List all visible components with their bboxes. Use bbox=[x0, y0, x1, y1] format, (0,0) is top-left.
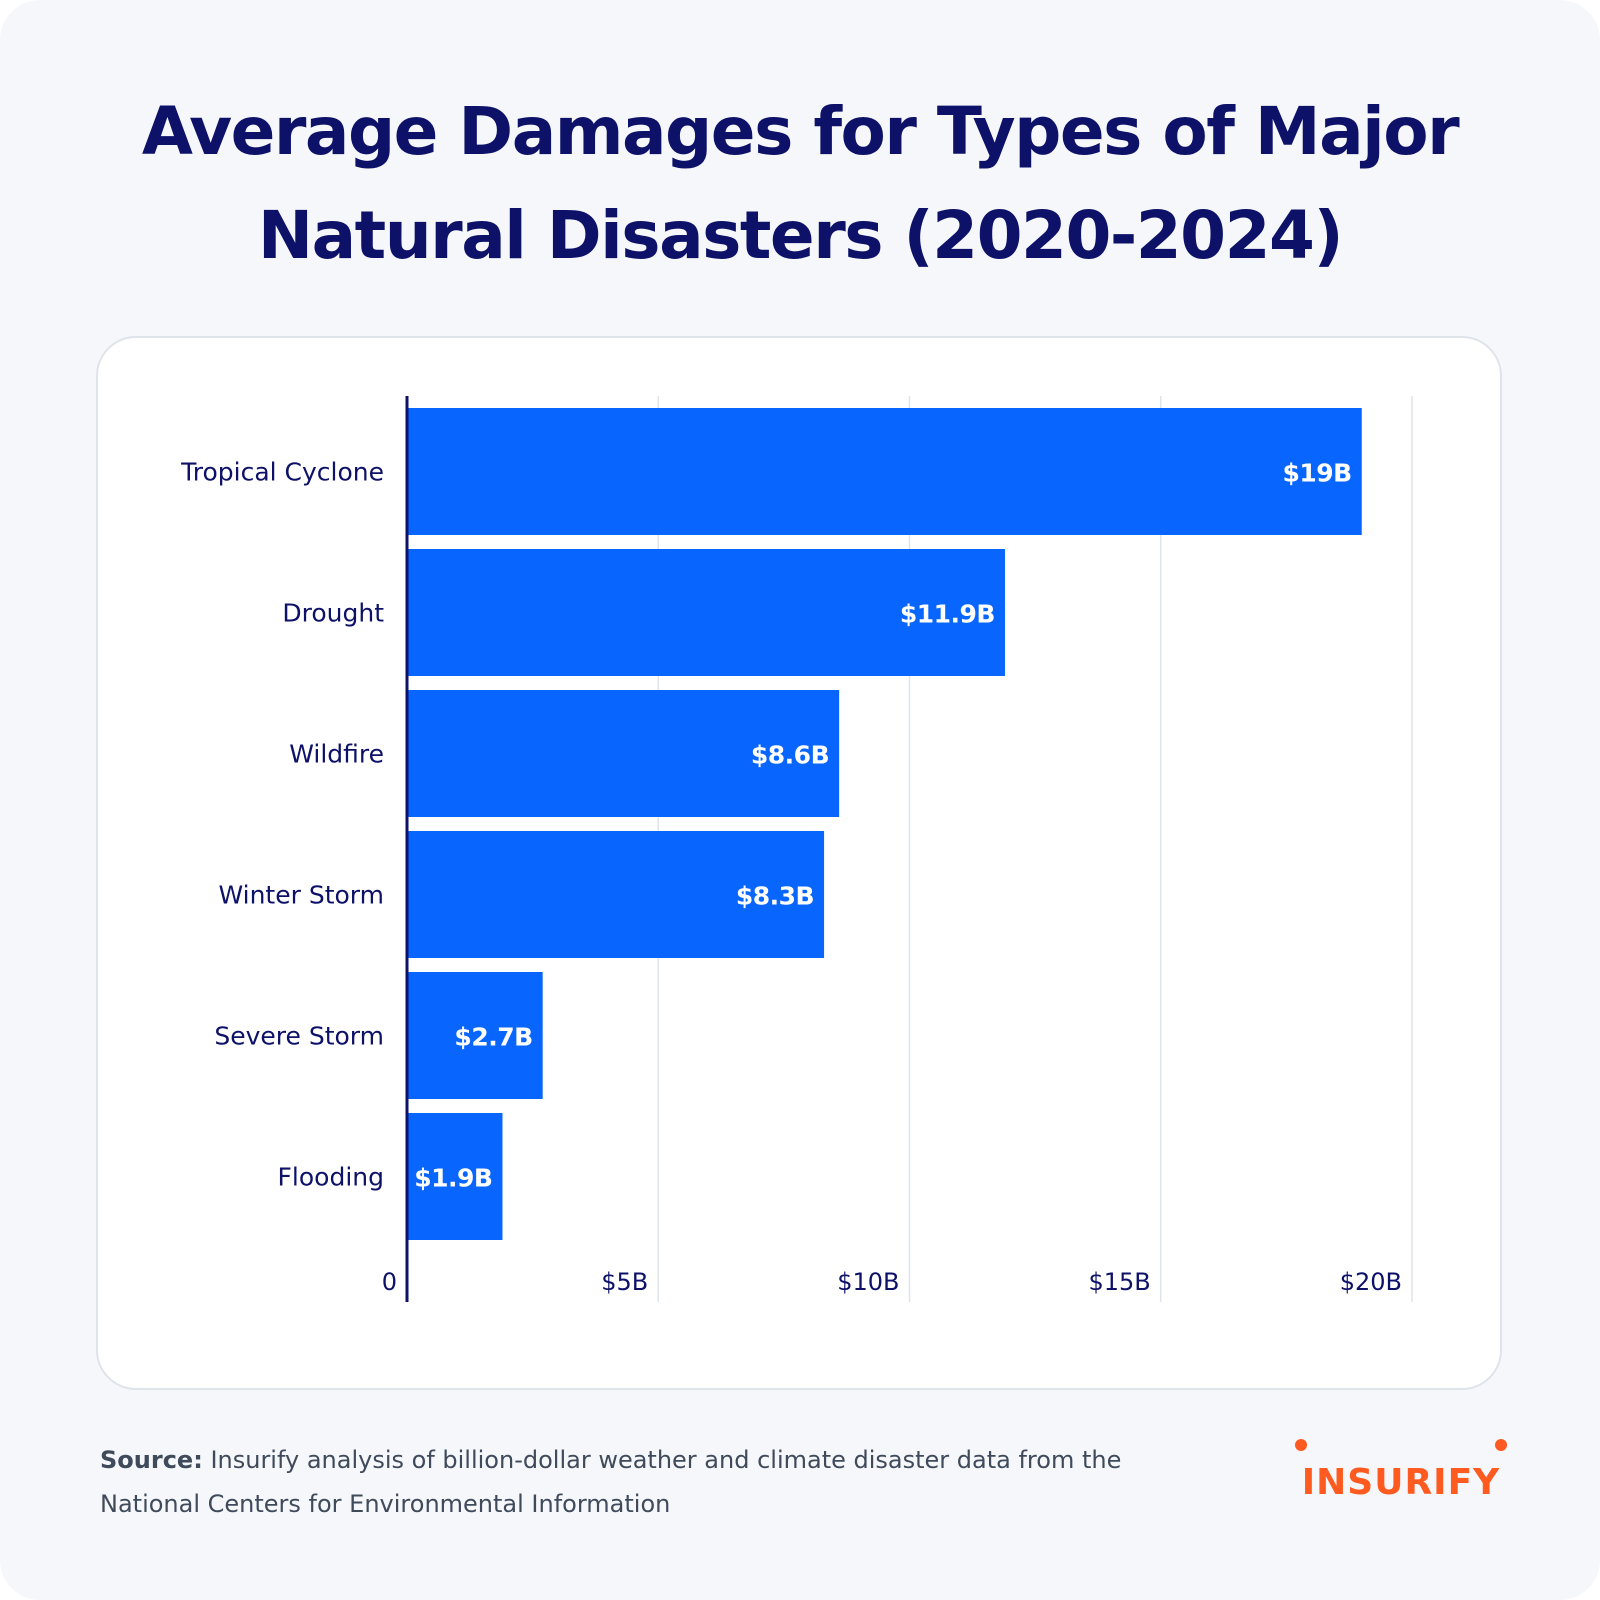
bar-value-label: $19B bbox=[1283, 459, 1352, 488]
bar-value-label: $8.3B bbox=[736, 882, 814, 911]
bar bbox=[407, 549, 1005, 676]
bar bbox=[407, 1113, 503, 1240]
category-label: Severe Storm bbox=[214, 1022, 384, 1051]
chart-title-line-2: Natural Disasters (2020-2024) bbox=[257, 197, 1344, 274]
chart-title-line-1: Average Damages for Types of Major bbox=[141, 93, 1460, 170]
bar-value-label: $1.9B bbox=[414, 1164, 492, 1193]
bar-value-label: $2.7B bbox=[454, 1023, 532, 1052]
logo-text: INSURIFY bbox=[1302, 1462, 1500, 1500]
bar bbox=[407, 972, 543, 1099]
bar bbox=[407, 831, 825, 958]
logo-dot-right bbox=[1495, 1439, 1507, 1451]
category-label: Drought bbox=[282, 599, 384, 628]
insurify-logo: INSURIFY bbox=[1295, 1439, 1507, 1500]
x-tick-label: $10B bbox=[837, 1268, 899, 1296]
category-label: Wildfire bbox=[289, 740, 384, 769]
category-label: Flooding bbox=[278, 1163, 384, 1192]
x-tick-label: $5B bbox=[601, 1268, 648, 1296]
x-tick-label: $15B bbox=[1088, 1268, 1150, 1296]
bar bbox=[407, 690, 840, 817]
category-label: Winter Storm bbox=[218, 881, 384, 910]
chart-card: $19B Tropical Cyclone $11.9B Drought $8.6B Wi… bbox=[96, 336, 1502, 1390]
bar-value-label: $8.6B bbox=[751, 741, 829, 770]
bar bbox=[407, 408, 1362, 535]
source-text: Insurify analysis of billion-dollar weat… bbox=[100, 1446, 1122, 1518]
x-tick-label: 0 bbox=[382, 1268, 397, 1296]
source-label: Source: bbox=[100, 1446, 203, 1474]
chart-title: Average Damages for Types of Major Natur… bbox=[40, 80, 1560, 288]
bar-value-label: $11.9B bbox=[900, 600, 995, 629]
category-label: Tropical Cyclone bbox=[180, 458, 384, 487]
bar-chart: $19B Tropical Cyclone $11.9B Drought $8.6B Wi… bbox=[180, 396, 1413, 1302]
source-note: Source: Insurify analysis of billion-dol… bbox=[100, 1438, 1200, 1526]
logo-dot-left bbox=[1295, 1439, 1307, 1451]
x-tick-label: $20B bbox=[1340, 1268, 1402, 1296]
